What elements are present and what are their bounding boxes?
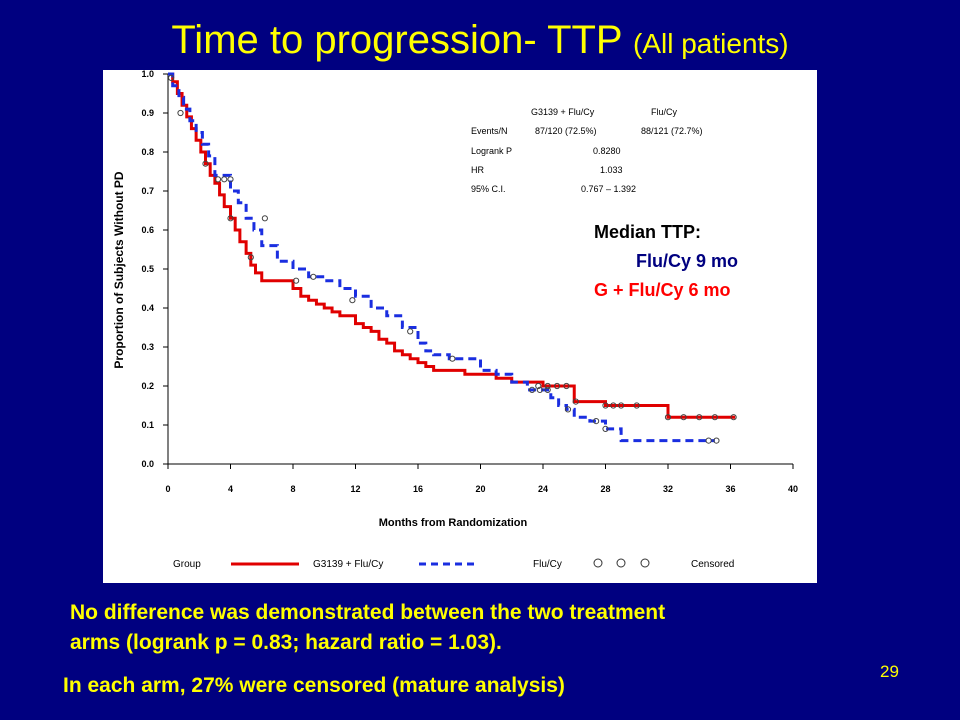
y-tick-label: 0.5	[141, 264, 154, 274]
x-tick-label: 16	[413, 484, 423, 494]
censor-marker	[563, 382, 570, 390]
legend-censor-marker	[616, 558, 626, 568]
censor-marker	[730, 414, 737, 421]
y-tick-label: 0.7	[141, 186, 154, 196]
x-tick-label: 8	[290, 484, 295, 494]
y-tick-label: 0.8	[141, 147, 154, 157]
legend-group-label: Group	[173, 559, 201, 570]
stats-hr-value: 1.033	[600, 165, 623, 175]
x-tick-label: 4	[228, 484, 233, 494]
x-tick-label: 40	[788, 484, 798, 494]
series-g3139-line	[168, 72, 736, 419]
y-tick-label: 1.0	[141, 70, 154, 79]
stats-row-label: Events/N	[471, 126, 508, 136]
censor-marker	[407, 328, 414, 335]
censor-marker	[602, 402, 609, 409]
x-axis-title: Months from Randomization	[379, 517, 528, 529]
stats-header-g: G3139 + Flu/Cy	[531, 107, 595, 117]
y-tick-label: 0.4	[141, 303, 154, 313]
censor-marker	[572, 398, 579, 405]
x-tick-label: 12	[350, 484, 360, 494]
censor-marker	[310, 273, 317, 280]
censor-marker	[247, 254, 254, 261]
censor-marker	[713, 437, 720, 444]
censor-marker	[535, 382, 542, 390]
censor-marker	[602, 425, 609, 432]
x-tick-label: 32	[663, 484, 673, 494]
stats-logrank-value: 0.8280	[593, 146, 621, 156]
censor-marker	[227, 215, 234, 222]
slide-title-main: Time to progression- TTP	[171, 18, 622, 62]
y-tick-label: 0.0	[141, 459, 154, 469]
legend-censor-marker	[640, 558, 650, 568]
censor-marker	[293, 277, 300, 284]
x-tick-label: 20	[475, 484, 485, 494]
censor-marker	[177, 109, 184, 117]
x-tick-label: 36	[725, 484, 735, 494]
stats-events-g: 87/120 (72.5%)	[535, 126, 597, 136]
censor-marker	[544, 382, 551, 390]
stats-row-label: HR	[471, 165, 484, 175]
slide-title-sub: (All patients)	[633, 28, 789, 59]
y-tick-label: 0.6	[141, 225, 154, 235]
y-tick-label: 0.2	[141, 381, 154, 391]
x-tick-label: 0	[165, 484, 170, 494]
censor-marker	[564, 406, 572, 413]
censor-marker	[227, 176, 234, 183]
censor-marker	[696, 414, 703, 421]
stats-row-label: Logrank P	[471, 146, 512, 156]
y-tick-label: 0.3	[141, 342, 154, 352]
censor-marker	[680, 414, 687, 421]
censor-marker	[610, 402, 617, 409]
censor-marker	[449, 355, 456, 362]
censor-marker	[553, 382, 561, 390]
stats-row-label: 95% C.I.	[471, 184, 506, 194]
slide-number: 29	[880, 662, 899, 681]
x-tick-label: 24	[538, 484, 548, 494]
stats-events-flu: 88/121 (72.7%)	[641, 126, 703, 136]
censor-marker	[536, 386, 543, 393]
censor-marker	[664, 414, 672, 421]
censor-marker	[168, 74, 175, 81]
y-tick-label: 0.9	[141, 108, 154, 118]
censor-marker	[711, 414, 718, 421]
censor-marker	[705, 437, 712, 444]
legend-censor-marker	[593, 558, 603, 568]
slide-title: Time to progression- TTP (All patients)	[0, 18, 960, 63]
censor-marker	[633, 402, 640, 409]
censor-marker	[544, 386, 551, 393]
y-tick-label: 0.1	[141, 420, 154, 430]
censor-marker	[618, 402, 625, 409]
series-flu-cy-line	[168, 72, 715, 443]
censor-marker	[528, 386, 536, 393]
censored-note: In each arm, 27% were censored (mature a…	[63, 674, 565, 697]
median-flu-cy: Flu/Cy 9 mo	[636, 251, 739, 271]
y-axis-title: Proportion of Subjects Without PD	[112, 171, 126, 369]
stats-ci-value: 0.767 – 1.392	[581, 184, 636, 194]
conclusion-line-1: No difference was demonstrated between t…	[70, 601, 666, 624]
censor-marker	[349, 297, 356, 304]
conclusion-line-2: arms (logrank p = 0.83; hazard ratio = 1…	[70, 631, 502, 654]
x-tick-label: 28	[600, 484, 610, 494]
conclusion-note: No difference was demonstrated between t…	[70, 598, 850, 658]
legend-series-flu: Flu/Cy	[533, 559, 562, 570]
censor-marker	[593, 418, 600, 425]
censor-marker	[261, 215, 268, 222]
censor-marker	[202, 160, 209, 167]
km-chart: 0 4 8 12 16 20 24 28 32 36 40 0.0 0.1 0.2 0.3 0.4 0.5 0.6…	[112, 70, 798, 570]
median-g-flu-cy: G + Flu/Cy 6 mo	[594, 280, 731, 300]
censor-marker	[214, 176, 222, 183]
km-plot-panel: 0 4 8 12 16 20 24 28 32 36 40 0.0 0.1 0.2 0.3 0.4 0.5 0.6…	[103, 70, 817, 583]
censor-marker	[221, 176, 228, 183]
stats-header-flu: Flu/Cy	[651, 107, 678, 117]
median-title: Median TTP:	[594, 222, 701, 242]
legend-censored-label: Censored	[691, 559, 734, 570]
legend-series-g: G3139 + Flu/Cy	[313, 559, 383, 570]
median-ttp-box: Median TTP: Flu/Cy 9 mo G + Flu/Cy 6 mo	[594, 218, 794, 305]
